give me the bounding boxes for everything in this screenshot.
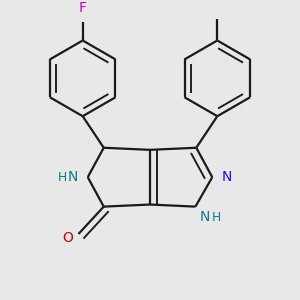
Text: N: N: [68, 170, 79, 184]
Text: H: H: [212, 211, 221, 224]
Text: N: N: [200, 210, 210, 224]
Text: F: F: [79, 1, 87, 15]
Text: N: N: [221, 170, 232, 184]
Text: O: O: [62, 231, 74, 245]
Text: H: H: [58, 171, 67, 184]
